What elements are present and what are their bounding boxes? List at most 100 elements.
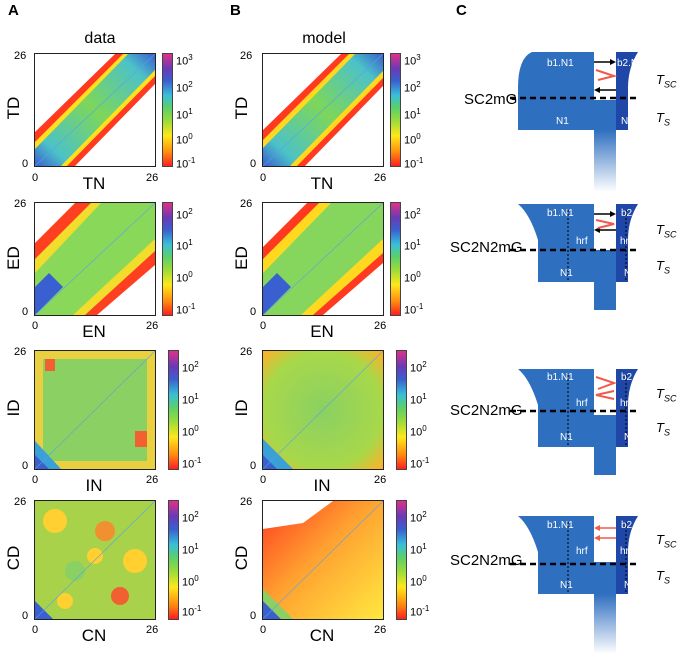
panel-letter-b: B (230, 2, 241, 19)
xlabel-cn-data: CN (81, 626, 107, 645)
heatmap-model-td (262, 53, 384, 167)
diag1-model-name: SC2mG (464, 91, 518, 108)
diagram-sc2n2mg-3 (510, 516, 640, 654)
ylabel-id-model: ID (232, 399, 251, 417)
tick-max: 26 (146, 320, 159, 332)
tick-max: 26 (240, 346, 253, 358)
heatmap-data-ed (34, 202, 156, 316)
diag2-hrf1: hrf (576, 236, 588, 247)
cbar-tick: 101 (176, 107, 193, 122)
diag3-n1: N1 (560, 432, 573, 443)
cbar-tick: 101 (182, 392, 199, 407)
diag4-pop1: b1.N1 (547, 520, 574, 531)
tick-min: 0 (32, 624, 39, 636)
tick-min: 0 (32, 474, 39, 486)
cbar-tick: 101 (182, 542, 199, 557)
tick-max: 26 (240, 50, 253, 62)
colorbar-data-1 (162, 53, 173, 167)
tick-min: 0 (22, 610, 29, 622)
xlabel-tn-data: TN (82, 174, 106, 193)
diag4-pop2: b2.N2 (621, 520, 648, 531)
heatmap-model-cd (262, 500, 384, 620)
diag2-ts: TS (656, 258, 670, 276)
diag1-tsc: TSC (656, 72, 677, 90)
ylabel-ed-model: ED (232, 246, 251, 270)
diag1-n1: N1 (556, 116, 569, 127)
ylabel-ed-data: ED (4, 246, 23, 270)
diag1-ts: TS (656, 110, 670, 128)
column-title-data: data (84, 30, 116, 47)
heatmap-model-id (262, 350, 384, 470)
cbar-tick: 101 (176, 238, 193, 253)
cbar-tick: 100 (182, 424, 199, 439)
cbar-tick: 10-1 (182, 604, 202, 619)
tick-min: 0 (250, 460, 257, 472)
tick-max: 26 (240, 496, 253, 508)
tick-max: 26 (146, 624, 159, 636)
diag3-model-name: SC2N2mG (450, 402, 523, 419)
colorbar-data-3 (168, 350, 179, 470)
heatmap-data-td (34, 53, 156, 167)
cbar-tick: 100 (176, 132, 193, 147)
colorbar-model-2 (390, 202, 401, 316)
cbar-tick: 102 (410, 510, 427, 525)
tick-min: 0 (260, 624, 267, 636)
colorbar-data-2 (162, 202, 173, 316)
diag4-n1: N1 (560, 580, 573, 591)
cbar-tick: 10-1 (410, 456, 430, 471)
cbar-tick: 100 (404, 132, 421, 147)
heatmap-model-ed (262, 202, 384, 316)
diag2-pop1: b1.N1 (547, 208, 574, 219)
tick-min: 0 (22, 460, 29, 472)
diag3-n2: N2 (624, 432, 637, 443)
xlabel-tn-model: TN (310, 174, 334, 193)
xlabel-en-data: EN (82, 322, 106, 341)
heatmap-data-id (34, 350, 156, 470)
tick-min: 0 (250, 158, 257, 170)
tick-min: 0 (250, 610, 257, 622)
diag3-ts: TS (656, 420, 670, 438)
cbar-tick: 100 (410, 424, 427, 439)
cbar-tick: 10-1 (182, 456, 202, 471)
diag1-n2: N2 (621, 116, 634, 127)
tick-min: 0 (250, 306, 257, 318)
cbar-tick: 100 (404, 270, 421, 285)
ylabel-td-data: TD (4, 96, 23, 120)
xlabel-en-model: EN (310, 322, 334, 341)
tick-min: 0 (260, 474, 267, 486)
column-title-model: model (302, 30, 346, 47)
ylabel-id-data: ID (4, 399, 23, 417)
tick-min: 0 (32, 320, 39, 332)
cbar-tick: 100 (182, 574, 199, 589)
diag4-ts: TS (656, 568, 670, 586)
xlabel-cn-model: CN (309, 626, 335, 645)
ylabel-td-model: TD (232, 96, 251, 120)
tick-max: 26 (14, 496, 27, 508)
cbar-tick: 102 (176, 80, 193, 95)
diag4-tsc: TSC (656, 532, 677, 550)
cbar-tick: 10-1 (410, 604, 430, 619)
cbar-tick: 10-1 (404, 302, 424, 317)
colorbar-model-4 (396, 500, 407, 620)
diagram-sc2n2mg-2 (510, 369, 640, 475)
tick-max: 26 (374, 474, 387, 486)
diag2-tsc: TSC (656, 222, 677, 240)
cbar-tick: 10-1 (404, 156, 424, 171)
colorbar-model-1 (390, 53, 401, 167)
tick-min: 0 (260, 320, 267, 332)
tick-max: 26 (374, 624, 387, 636)
cbar-tick: 103 (176, 53, 193, 68)
xlabel-in-model: IN (313, 476, 331, 495)
tick-max: 26 (14, 50, 27, 62)
tick-max: 26 (374, 172, 387, 184)
diagram-sc2n2mg-1 (510, 204, 640, 310)
colorbar-data-4 (168, 500, 179, 620)
cbar-tick: 102 (410, 360, 427, 375)
ylabel-cd-data: CD (4, 545, 23, 571)
diag2-model-name: SC2N2mG (450, 239, 523, 256)
cbar-tick: 100 (410, 574, 427, 589)
diag2-n2: N2 (624, 268, 637, 279)
diagram-sc2mg (510, 52, 640, 192)
cbar-tick: 10-1 (176, 156, 196, 171)
xlabel-in-data: IN (85, 476, 103, 495)
